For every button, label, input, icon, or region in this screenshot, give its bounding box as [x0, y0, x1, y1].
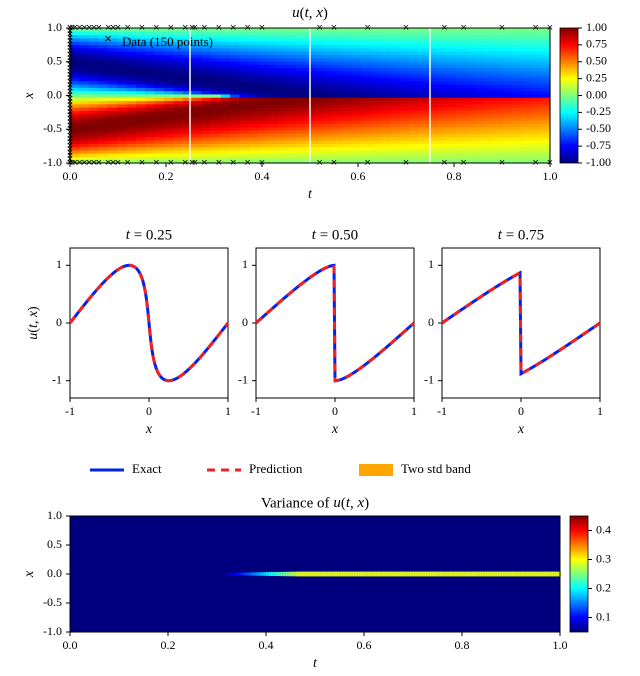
legend-band-swatch [359, 464, 393, 476]
svg-text:0: 0 [332, 404, 338, 418]
svg-text:0.0: 0.0 [63, 169, 78, 183]
svg-text:0.75: 0.75 [586, 37, 607, 51]
legend-marker-icon: × [104, 31, 112, 46]
svg-text:-1.00: -1.00 [586, 155, 611, 169]
svg-text:-0.75: -0.75 [586, 138, 611, 152]
svg-text:0.8: 0.8 [455, 638, 470, 652]
svg-text:1: 1 [56, 257, 62, 271]
svg-text:-1.0: -1.0 [43, 624, 62, 638]
legend-label: Exact [132, 461, 162, 476]
svg-text:0: 0 [146, 404, 152, 418]
figure-svg: u(t, x)×××××××××××××××××××××××××××××××××… [0, 0, 640, 676]
svg-text:0.6: 0.6 [351, 169, 366, 183]
svg-text:1.0: 1.0 [543, 169, 558, 183]
legend-label: Prediction [249, 461, 303, 476]
slice-xlabel: x [517, 422, 525, 437]
svg-text:0.5: 0.5 [47, 54, 62, 68]
top-xlabel: t [308, 187, 313, 202]
svg-text:0.6: 0.6 [357, 638, 372, 652]
svg-text:0.3: 0.3 [596, 551, 611, 565]
svg-text:1: 1 [225, 404, 231, 418]
slice-title: t = 0.25 [126, 227, 172, 243]
svg-text:-1.0: -1.0 [43, 155, 62, 169]
legend-data-label: Data (150 points) [122, 34, 213, 49]
svg-text:-0.25: -0.25 [586, 104, 611, 118]
top-ylabel: x [22, 92, 37, 100]
top-title: u(t, x) [292, 5, 328, 21]
svg-text:0.4: 0.4 [596, 522, 611, 536]
svg-text:0.25: 0.25 [586, 70, 607, 84]
slice-xlabel: x [331, 422, 339, 437]
svg-text:1: 1 [597, 404, 603, 418]
variance-xlabel: t [313, 656, 318, 671]
svg-text:-1: -1 [238, 372, 248, 386]
svg-text:0.00: 0.00 [586, 87, 607, 101]
svg-text:0.0: 0.0 [47, 87, 62, 101]
figure-root: u(t, x)×××××××××××××××××××××××××××××××××… [0, 0, 640, 676]
variance-streak [226, 572, 562, 577]
svg-text:-0.5: -0.5 [43, 121, 62, 135]
svg-text:-0.5: -0.5 [43, 595, 62, 609]
svg-text:1: 1 [242, 257, 248, 271]
variance-ylabel: x [22, 570, 37, 578]
svg-text:0.2: 0.2 [596, 580, 611, 594]
svg-text:1.0: 1.0 [553, 638, 568, 652]
svg-text:0.5: 0.5 [47, 537, 62, 551]
svg-text:0.2: 0.2 [161, 638, 176, 652]
variance-title: Variance of u(t, x) [261, 495, 369, 511]
svg-text:1.0: 1.0 [47, 508, 62, 522]
svg-text:0.0: 0.0 [47, 566, 62, 580]
slice-title: t = 0.75 [498, 227, 544, 243]
slice-xlabel: x [145, 422, 153, 437]
svg-text:-0.50: -0.50 [586, 121, 611, 135]
svg-text:1.00: 1.00 [586, 20, 607, 34]
slice-ylabel: u(t, x) [26, 306, 41, 340]
svg-text:0.8: 0.8 [447, 169, 462, 183]
svg-text:0: 0 [428, 315, 434, 329]
svg-text:-1: -1 [251, 404, 261, 418]
svg-text:0.0: 0.0 [63, 638, 78, 652]
svg-text:0.2: 0.2 [159, 169, 174, 183]
svg-text:1: 1 [428, 257, 434, 271]
svg-text:1.0: 1.0 [47, 20, 62, 34]
legend-label: Two std band [401, 461, 471, 476]
slice-title: t = 0.50 [312, 227, 358, 243]
svg-text:0: 0 [518, 404, 524, 418]
svg-text:0.4: 0.4 [259, 638, 274, 652]
top-colorbar [560, 28, 578, 163]
svg-text:-1: -1 [437, 404, 447, 418]
svg-text:0: 0 [242, 315, 248, 329]
svg-text:1: 1 [411, 404, 417, 418]
svg-text:-1: -1 [52, 372, 62, 386]
svg-text:0: 0 [56, 315, 62, 329]
svg-text:-1: -1 [424, 372, 434, 386]
svg-text:0.1: 0.1 [596, 609, 611, 623]
variance-colorbar [570, 516, 588, 632]
svg-text:0.50: 0.50 [586, 54, 607, 68]
svg-text:0.4: 0.4 [255, 169, 270, 183]
svg-text:-1: -1 [65, 404, 75, 418]
